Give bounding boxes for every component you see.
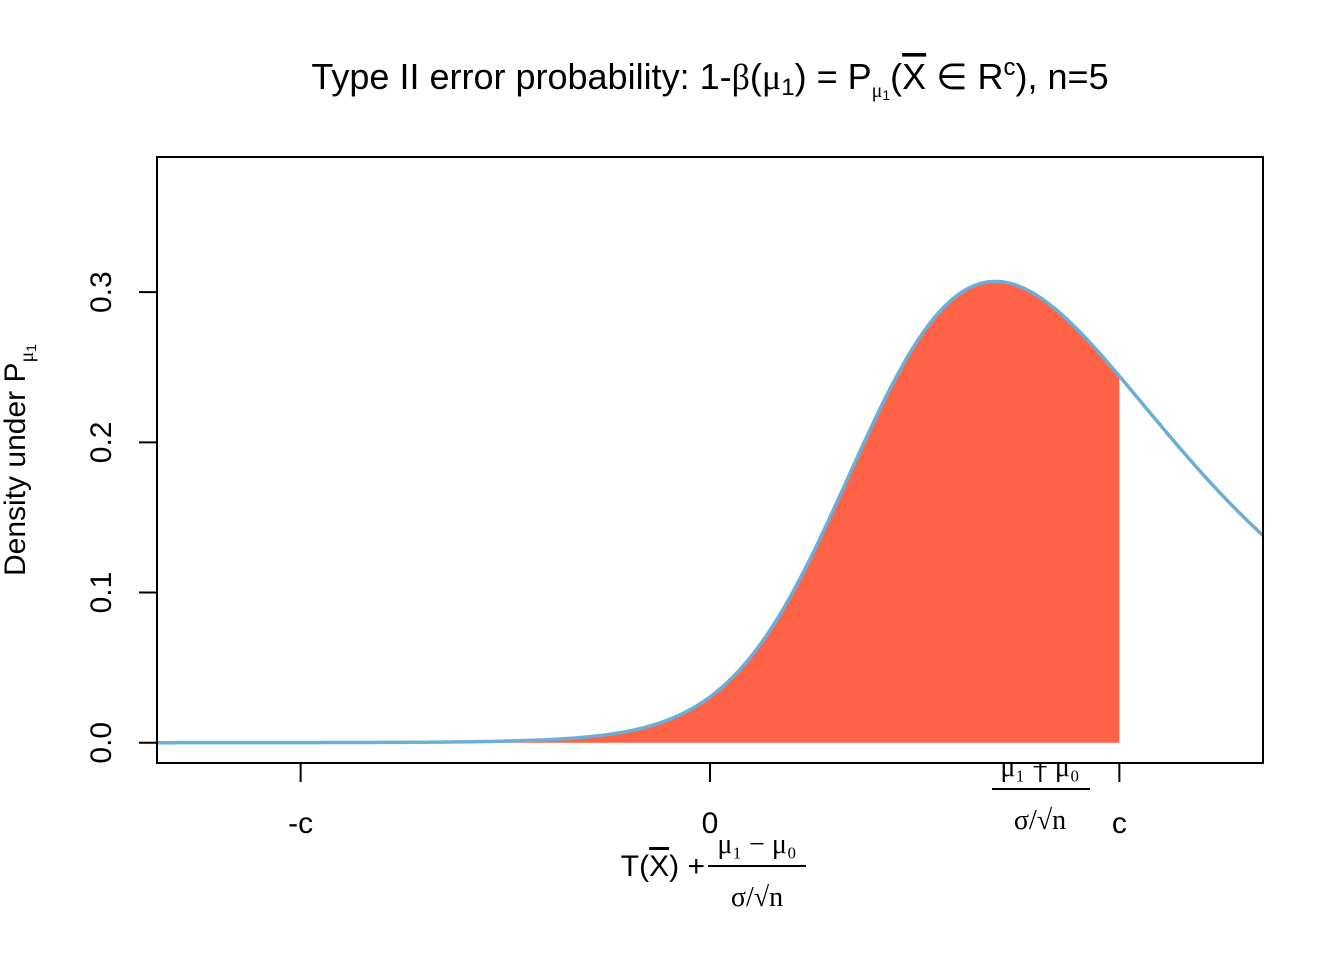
y-tick-label: 0.2 bbox=[85, 421, 118, 463]
chart-title: Type II error probability: 1-β(μ1) = Pμ1… bbox=[311, 54, 1108, 103]
ncp-numerator: μ₁ − μ₀ bbox=[1000, 752, 1079, 783]
x-label-denominator: σ/√n bbox=[731, 882, 783, 913]
y-tick-label: 0.3 bbox=[85, 271, 118, 313]
shaded-area bbox=[300, 281, 1120, 743]
x-axis: -c 0 c bbox=[288, 763, 1127, 840]
x-label-numerator: μ₁ − μ₀ bbox=[717, 829, 796, 860]
x-tick-label: c bbox=[1112, 807, 1127, 840]
y-axis-label: Density under Pμ1 bbox=[0, 344, 39, 576]
x-axis-label: T(X) + μ₁ − μ₀ σ/√n bbox=[621, 829, 806, 913]
x-tick-label: -c bbox=[288, 807, 313, 840]
density-curve bbox=[157, 279, 1265, 745]
svg-text:T(X) +: T(X) + bbox=[621, 850, 705, 883]
ncp-tick-label: μ₁ − μ₀ σ/√n bbox=[992, 752, 1090, 836]
y-axis: 0.0 0.1 0.2 0.3 bbox=[85, 271, 158, 764]
y-tick-label: 0.0 bbox=[85, 722, 118, 764]
ncp-denominator: σ/√n bbox=[1014, 805, 1066, 836]
x-tick-label: 0 bbox=[702, 807, 719, 840]
y-tick-label: 0.1 bbox=[85, 572, 118, 614]
